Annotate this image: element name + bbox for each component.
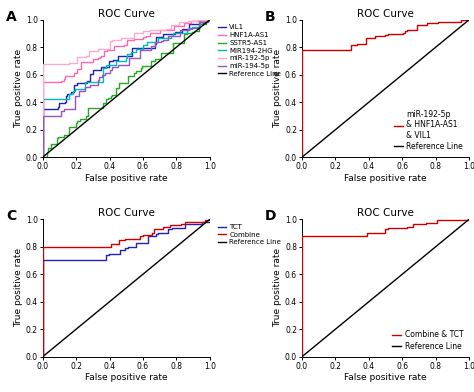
Legend: TCT, Combine, Reference Line: TCT, Combine, Reference Line bbox=[217, 223, 283, 247]
Title: ROC Curve: ROC Curve bbox=[98, 208, 155, 218]
Title: ROC Curve: ROC Curve bbox=[98, 9, 155, 19]
X-axis label: False positive rate: False positive rate bbox=[344, 373, 427, 382]
Legend: miR-192-5p
& HNF1A-AS1
& VIL1, Reference Line: miR-192-5p & HNF1A-AS1 & VIL1, Reference… bbox=[392, 108, 465, 153]
Text: C: C bbox=[6, 209, 16, 223]
Legend: VIL1, HNF1A-AS1, SSTR5-AS1, MIR194-2HG, miR-192-5p, miR-194-5p, Reference Line: VIL1, HNF1A-AS1, SSTR5-AS1, MIR194-2HG, … bbox=[217, 23, 283, 78]
X-axis label: False positive rate: False positive rate bbox=[85, 174, 168, 183]
Text: B: B bbox=[265, 10, 276, 24]
Legend: Combine & TCT, Reference Line: Combine & TCT, Reference Line bbox=[390, 328, 465, 353]
Y-axis label: True positive rate: True positive rate bbox=[273, 49, 282, 128]
Y-axis label: True positive rate: True positive rate bbox=[14, 49, 23, 128]
Y-axis label: True positive rate: True positive rate bbox=[273, 249, 282, 327]
Y-axis label: True positive rate: True positive rate bbox=[14, 249, 23, 327]
X-axis label: False positive rate: False positive rate bbox=[344, 174, 427, 183]
Text: D: D bbox=[265, 209, 277, 223]
Title: ROC Curve: ROC Curve bbox=[357, 9, 414, 19]
Text: A: A bbox=[6, 10, 17, 24]
Title: ROC Curve: ROC Curve bbox=[357, 208, 414, 218]
X-axis label: False positive rate: False positive rate bbox=[85, 373, 168, 382]
